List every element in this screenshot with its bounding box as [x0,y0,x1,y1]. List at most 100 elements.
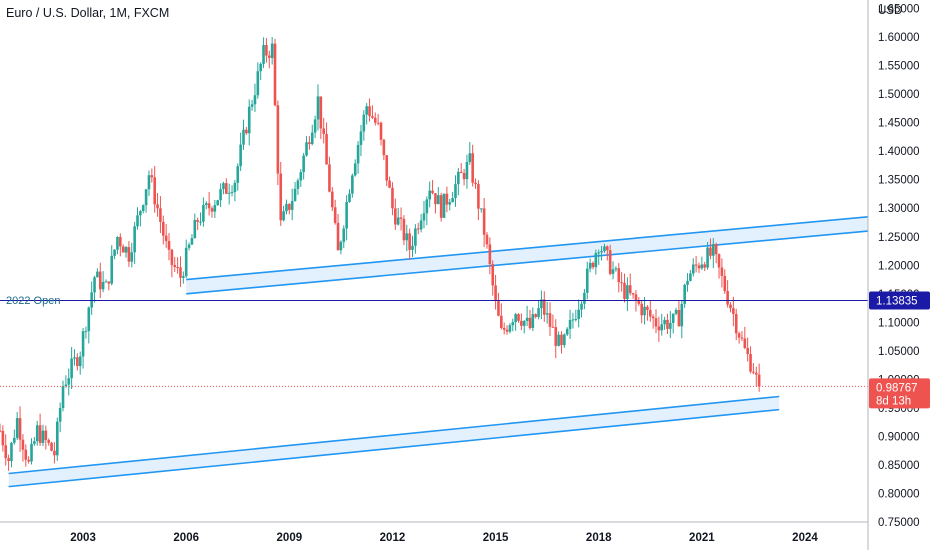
candle-body [336,222,340,251]
candle-body [726,291,729,305]
candle-body [182,276,185,278]
candle-body [691,264,695,274]
candle-body [288,203,291,210]
candle-body [700,264,704,269]
candle-body [10,442,13,462]
candle-body [98,271,102,290]
candle-body [396,217,400,225]
candle-body [528,317,532,329]
candle-body [296,180,300,189]
candle-body [669,322,672,329]
candle-body [465,161,469,180]
candle-body [204,203,208,205]
candle-body [646,306,649,310]
candle-body [78,356,82,367]
candle-body [422,213,426,221]
candle-body [110,255,114,284]
candle-body [305,142,308,156]
candle-body [617,268,621,283]
candle-body [141,205,145,212]
candle-body [634,294,638,301]
candle-body [468,153,472,162]
candle-body [1,430,5,446]
candle-body [133,226,136,253]
candle-body [233,182,237,192]
x-tick-label: 2006 [173,532,199,544]
candle-body [574,318,578,320]
candle-body [482,208,486,235]
candle-body [706,247,709,268]
candle-body [554,327,558,346]
candle-body [585,268,589,293]
candle-body [328,164,331,192]
candle-body [431,190,434,194]
candle-body [293,188,297,202]
candle-body [557,334,560,346]
x-tick-label: 2012 [380,532,406,544]
candle-body [4,445,8,459]
y-tick-label: 0.75000 [878,517,920,529]
candle-body [408,233,411,250]
candle-body [222,183,225,190]
candle-body [84,331,88,333]
candle-body [674,309,678,314]
candle-body [156,204,159,209]
y-tick-label: 1.60000 [878,32,920,44]
candle-body [551,326,555,328]
y-tick-label: 1.65000 [878,4,920,16]
candle-body [651,316,655,319]
candle-body [623,282,626,299]
candle-body [18,418,22,440]
candle-body [517,314,520,321]
candle-body [657,326,661,331]
candle-body [55,421,59,456]
candle-body [7,458,10,462]
candle-body [560,334,563,346]
candle-body [170,249,174,266]
candle-body [689,273,692,281]
candle-body [720,267,724,276]
candle-body [752,371,755,373]
candle-body [729,304,732,309]
candle-body [176,267,179,269]
y-tick-label: 1.30000 [878,203,920,215]
x-tick-label: 2024 [792,532,818,544]
candle-body [351,175,354,194]
candle-body [709,247,712,256]
candle-body [425,199,429,214]
candle-body [15,418,19,438]
candle-body [405,233,409,241]
candle-body [603,246,606,252]
candle-body [107,281,111,284]
channel-band-1 [186,216,869,294]
candle-body [124,247,128,253]
candle-body [419,220,423,230]
x-tick-label: 2018 [586,532,612,544]
y-tick-label: 1.40000 [878,146,920,158]
candle-body [436,195,440,205]
candle-body [219,189,222,201]
candle-body [542,299,546,315]
candle-body [385,155,389,181]
candle-body [714,244,718,255]
candle-body [594,253,598,268]
candle-body [104,281,108,283]
candle-body [683,284,686,304]
candle-body [477,184,480,209]
candle-body [101,282,105,290]
candle-body [382,139,386,156]
candle-body [608,250,612,274]
candle-body [173,265,177,268]
candle-body [373,117,377,123]
candle-body [488,244,492,265]
candle-body [27,459,30,462]
candle-body [411,245,414,250]
candle-body [591,262,595,268]
candle-body [416,228,420,230]
candle-body [462,172,466,180]
candle-body [671,313,675,323]
candle-body [743,338,747,348]
candle-body [290,201,294,210]
candle-body [30,443,33,462]
